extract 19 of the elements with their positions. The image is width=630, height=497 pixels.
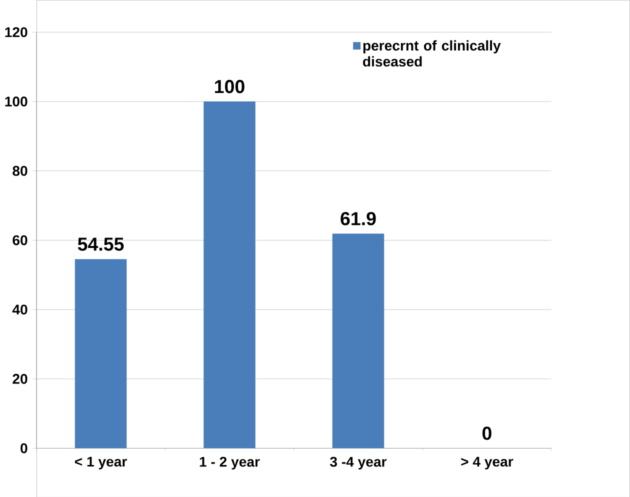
y-tick-label: 100: [5, 96, 28, 106]
x-tick-label: > 4 year: [461, 456, 514, 470]
bar: [332, 233, 384, 448]
data-label: 100: [215, 80, 244, 94]
x-tick-label: < 1 year: [74, 456, 127, 470]
y-tick-label: 40: [12, 304, 28, 314]
x-tick-label: 1 - 2 year: [200, 456, 260, 470]
y-tick-label: 60: [12, 235, 28, 246]
data-label: 54.55: [78, 238, 124, 251]
data-label: 61.9: [340, 212, 376, 226]
bar: [74, 258, 127, 448]
y-tick-label: 20: [12, 374, 28, 384]
legend-label: perecrnt of clinically diseased: [363, 40, 501, 66]
y-tick-label: 80: [12, 166, 28, 176]
y-tick-label: 120: [5, 27, 28, 37]
x-tick-label: 3 -4 year: [330, 456, 387, 470]
bar: [204, 101, 256, 448]
data-label: 0: [482, 426, 492, 440]
y-tick-label: 0: [20, 443, 28, 454]
